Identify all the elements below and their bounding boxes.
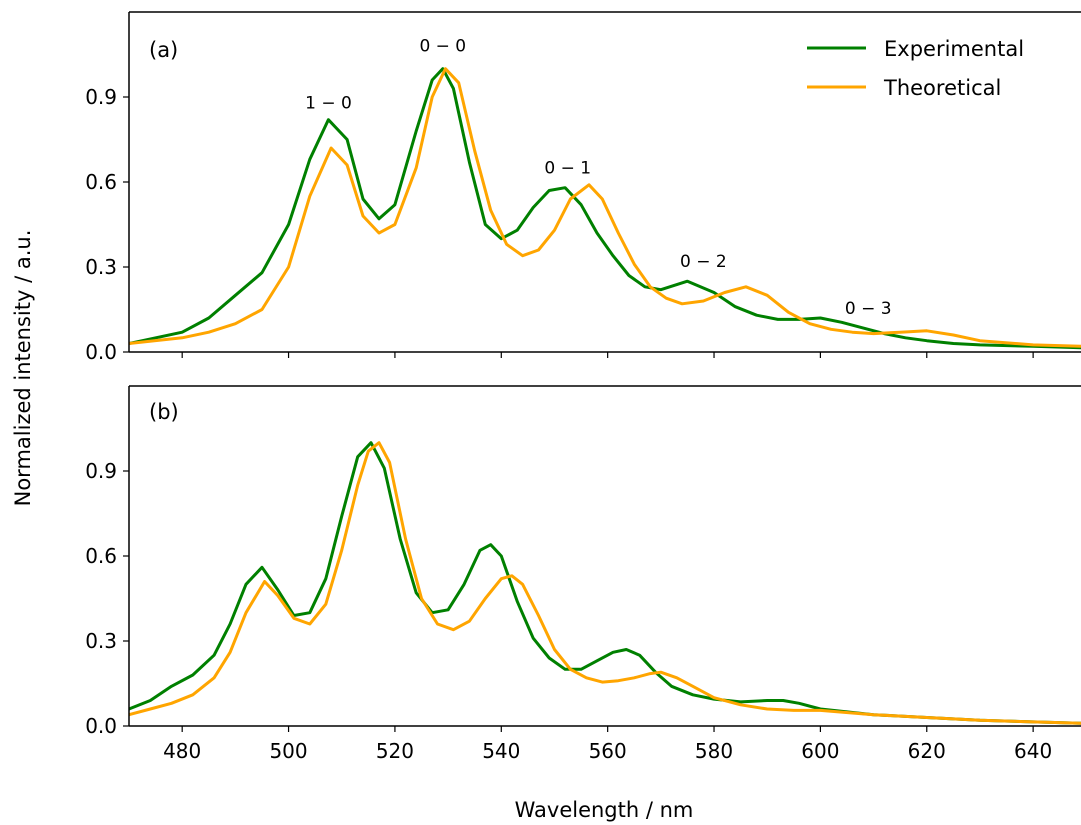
x-tick-label-8: 640 (1014, 739, 1052, 763)
x-tick-label-4: 560 (589, 739, 627, 763)
y-axis-title: Normalized intensity / a.u. (11, 230, 35, 507)
peak-label-1: 0 − 0 (419, 37, 466, 57)
peak-label-3: 0 − 2 (680, 252, 727, 272)
y-tick-label-0-2: 0.6 (85, 170, 117, 194)
x-tick-label-2: 520 (376, 739, 414, 763)
legend-label-theoretical: Theoretical (883, 76, 1001, 100)
panel-label-0: (a) (149, 38, 178, 62)
legend-label-experimental: Experimental (884, 37, 1024, 61)
plot-areas (129, 12, 1081, 726)
series-layer (129, 67, 1081, 725)
x-tick-label-0: 480 (163, 739, 201, 763)
y-tick-label-0-0: 0.0 (85, 340, 117, 364)
y-tick-label-0-1: 0.3 (85, 255, 117, 279)
peak-label-2: 0 − 1 (544, 159, 591, 179)
y-tick-label-1-2: 0.6 (85, 544, 117, 568)
y-tick-label-1-3: 0.9 (85, 459, 117, 483)
text-layer: 0.0 0.3 0.6 0.9 (a) 1 − 0 0 − 0 0 − 1 0 − 2 0 − 3… (85, 37, 1052, 763)
series-line-theoretical-0 (129, 67, 1081, 348)
y-tick-label-0-3: 0.9 (85, 85, 117, 109)
plot-area-0 (129, 12, 1081, 352)
y-tick-label-1-0: 0.0 (85, 714, 117, 738)
plot-area-1 (129, 386, 1081, 726)
series-line-theoretical-1 (129, 441, 1081, 725)
axes-layer (123, 11, 1081, 732)
y-tick-label-1-1: 0.3 (85, 629, 117, 653)
x-tick-label-5: 580 (695, 739, 733, 763)
peak-label-4: 0 − 3 (845, 299, 892, 319)
peak-label-0: 1 − 0 (305, 93, 352, 113)
x-tick-label-3: 540 (482, 739, 520, 763)
panel-label-1: (b) (149, 400, 179, 424)
x-tick-label-7: 620 (908, 739, 946, 763)
series-line-experimental-1 (129, 441, 1081, 725)
series-line-experimental-0 (129, 67, 1081, 350)
x-axis-title: Wavelength / nm (515, 798, 694, 822)
x-tick-label-1: 500 (269, 739, 307, 763)
x-tick-label-6: 600 (801, 739, 839, 763)
